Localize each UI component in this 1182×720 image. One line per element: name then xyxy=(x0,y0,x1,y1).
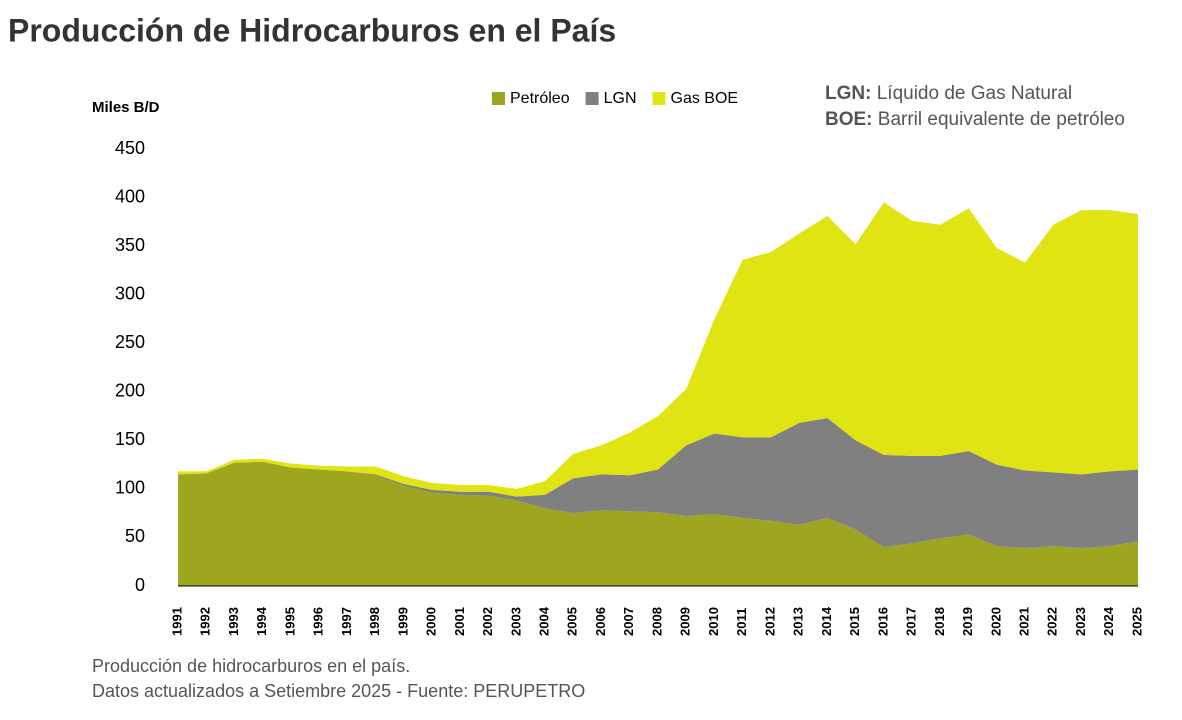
x-tick-label: 2008 xyxy=(649,607,664,636)
x-tick-label: 1996 xyxy=(311,607,326,636)
note-term: LGN: xyxy=(825,83,871,104)
y-tick-label: 450 xyxy=(115,138,145,158)
y-tick-label: 250 xyxy=(115,332,145,352)
note-text: Líquido de Gas Natural xyxy=(877,83,1072,104)
note-term: BOE: xyxy=(825,109,873,130)
legend-swatch xyxy=(652,92,666,105)
note: BOE: Barril equivalente de petróleo xyxy=(825,109,1125,130)
x-tick-label: 2010 xyxy=(706,607,721,636)
x-tick-label: 2005 xyxy=(565,607,580,636)
note-text: Barril equivalente de petróleo xyxy=(878,109,1125,130)
y-tick-label: 300 xyxy=(115,283,145,303)
x-tick-label: 1995 xyxy=(282,607,297,636)
x-tick-label: 2013 xyxy=(791,607,806,636)
x-tick-label: 2006 xyxy=(593,607,608,636)
x-tick-label: 2012 xyxy=(762,607,777,636)
x-tick-label: 2023 xyxy=(1073,607,1088,636)
area xyxy=(178,461,1138,586)
x-tick-label: 2016 xyxy=(875,607,890,636)
chart-title: Producción de Hidrocarburos en el País xyxy=(8,12,616,48)
x-tick-label: 2019 xyxy=(960,607,975,636)
legend-label: LGN xyxy=(604,90,637,107)
x-tick-label: 1997 xyxy=(339,607,354,636)
x-tick-label: 2009 xyxy=(678,607,693,636)
y-tick-label: 50 xyxy=(125,526,145,546)
footer: Producción de hidrocarburos en el país. xyxy=(92,656,410,676)
x-tick-label: 1999 xyxy=(395,607,410,636)
legend-label: Petróleo xyxy=(510,90,570,107)
x-tick-label: 2015 xyxy=(847,607,862,636)
x-tick-label: 1994 xyxy=(254,606,269,636)
x-tick-label: 2002 xyxy=(480,607,495,636)
x-tick-label: 1998 xyxy=(367,607,382,636)
x-tick-label: 2017 xyxy=(904,607,919,636)
x-tick-label: 2011 xyxy=(734,608,749,636)
y-tick-label: 150 xyxy=(115,429,145,449)
y-tick-label: 100 xyxy=(115,478,145,498)
y-tick-label: 0 xyxy=(135,575,145,595)
legend-swatch xyxy=(492,92,505,105)
x-tick-label: 1993 xyxy=(226,607,241,636)
x-tick-label: 1991 xyxy=(169,607,184,636)
x-tick-label: 2001 xyxy=(452,607,467,636)
x-tick-label: 2020 xyxy=(988,607,1003,636)
x-tick-label: 2018 xyxy=(932,607,947,636)
y-tick-label: 400 xyxy=(115,186,145,206)
footer: Datos actualizados a Setiembre 2025 - Fu… xyxy=(92,681,585,701)
x-tick-label: 2022 xyxy=(1045,607,1060,636)
x-tick-label: 2004 xyxy=(536,606,551,636)
x-tick-label: 2024 xyxy=(1101,606,1116,636)
x-tick-label: 2025 xyxy=(1129,607,1144,636)
x-tick-label: 2003 xyxy=(508,607,523,636)
legend-swatch xyxy=(585,92,599,105)
note: LGN: Líquido de Gas Natural xyxy=(825,83,1072,104)
x-tick-label: 2021 xyxy=(1016,607,1031,636)
y-axis-label: Miles B/D xyxy=(92,99,160,116)
x-tick-label: 2014 xyxy=(819,606,834,636)
x-tick-label: 2000 xyxy=(424,607,439,636)
area xyxy=(178,202,1138,497)
y-tick-label: 200 xyxy=(115,381,145,401)
x-tick-label: 2007 xyxy=(621,607,636,636)
y-tick-label: 350 xyxy=(115,235,145,255)
x-tick-label: 1992 xyxy=(198,607,213,636)
legend-label: Gas BOE xyxy=(671,90,739,107)
area xyxy=(178,417,1138,549)
